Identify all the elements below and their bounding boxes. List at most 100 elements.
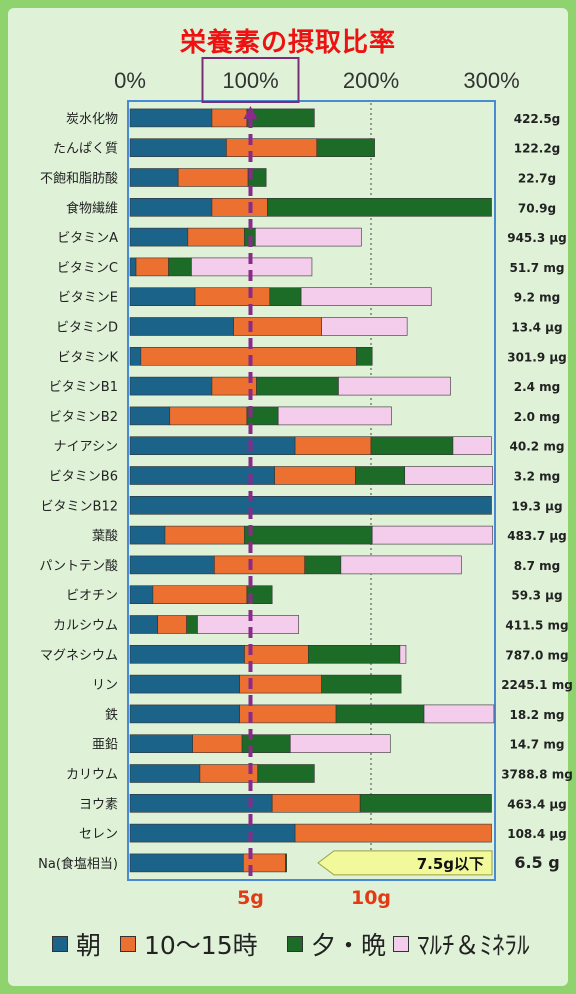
bar-segment (321, 674, 402, 694)
total-value-label: 2.0 mg (514, 410, 561, 424)
x-tick-label: 300% (463, 68, 519, 93)
total-value-label: 483.7 μg (507, 529, 567, 543)
bar-segment (338, 376, 451, 396)
bar-segment (129, 436, 296, 456)
plot-area (127, 100, 496, 881)
total-value-label: 70.9g (518, 201, 556, 215)
legend-label: 朝 (76, 931, 102, 960)
bar-segment (187, 227, 245, 247)
legend-swatch (120, 936, 136, 952)
bar-segment (246, 108, 315, 128)
bar-segment (257, 764, 315, 783)
bar-segment (335, 704, 425, 724)
bar-segment (308, 644, 401, 664)
bar-segment (168, 257, 192, 277)
bar-segment (214, 555, 306, 575)
category-label: ビタミンB12 (41, 499, 118, 514)
x-tick-label: 0% (114, 68, 146, 93)
category-label: ビタミンE (58, 291, 118, 306)
category-label: Na(食塩相当) (38, 856, 118, 872)
bar-segment (404, 466, 494, 485)
bar-segment (355, 466, 406, 485)
total-value-label: 2245.1 mg (501, 678, 573, 692)
bar-segment (356, 346, 373, 366)
bar-segment (129, 644, 245, 664)
total-value-label: 51.7 mg (510, 261, 565, 275)
category-label: ヨウ素 (79, 797, 118, 812)
bar-segment (399, 644, 407, 664)
category-label: ビタミンB6 (49, 470, 118, 485)
bar-segment (370, 436, 454, 456)
total-value-label: 9.2 mg (514, 291, 561, 305)
total-value-label: 945.3 μg (507, 231, 567, 245)
bar-segment (186, 615, 198, 634)
bar-segment (135, 257, 169, 277)
bar-segment (300, 287, 432, 307)
legend-label: 夕・晩 (311, 931, 387, 960)
bar-segment (255, 227, 362, 247)
secondary-axis-label: 10g (351, 887, 391, 909)
chart-title: 栄養素の摂取比率 (179, 28, 396, 58)
bar-segment (129, 138, 227, 157)
bar-segment (129, 525, 166, 545)
bar-segment (269, 287, 302, 307)
bar-segment (371, 525, 494, 545)
bar-segment (256, 376, 339, 396)
category-label: ビタミンC (57, 261, 118, 276)
total-value-label: 6.5 g (514, 853, 559, 872)
bar-segment (129, 406, 171, 426)
bar-segment (277, 406, 392, 426)
bar-segment (294, 436, 372, 456)
bar-segment (233, 317, 322, 336)
bar-segment (129, 555, 215, 575)
total-value-label: 463.4 μg (507, 797, 567, 811)
total-value-label: 18.2 mg (510, 708, 565, 722)
bar-segment (129, 108, 213, 128)
bar-segment (177, 168, 249, 187)
legend-item: 夕・晩 (287, 924, 386, 964)
bar-segment (129, 674, 240, 694)
bar-segment (211, 198, 268, 217)
bar-segment (129, 585, 154, 605)
bar-segment (129, 287, 196, 307)
category-label: カリウム (66, 768, 118, 783)
legend-swatch (52, 936, 68, 952)
category-label: カルシウム (53, 619, 118, 634)
category-label: 葉酸 (92, 529, 118, 544)
bar-segment (129, 615, 159, 634)
category-label: 食物繊維 (66, 200, 118, 216)
total-value-label: 13.4 μg (511, 321, 562, 335)
category-label: ビタミンB2 (49, 410, 118, 425)
category-label: たんぱく質 (53, 142, 118, 157)
category-label: ナイアシン (54, 440, 118, 455)
sodium-limit-arrow (317, 850, 493, 876)
bar-segment (285, 853, 287, 873)
bar-segment (294, 823, 492, 843)
total-value-label: 122.2g (514, 142, 561, 156)
bar-segment (152, 585, 248, 605)
x-tick-label: 200% (343, 68, 399, 93)
bar-segment (129, 317, 234, 336)
category-label: ビタミンK (57, 350, 118, 365)
bar-segment (129, 704, 240, 724)
bar-segment (129, 853, 244, 873)
bar-segment (169, 406, 248, 426)
category-label: ビタミンB1 (49, 380, 118, 395)
total-value-label: 422.5g (514, 112, 561, 126)
bar-segment (129, 764, 201, 783)
bar-segment (129, 376, 213, 396)
bar-segment (246, 585, 273, 605)
total-value-label: 787.0 mg (505, 648, 568, 662)
reference-label-box (201, 57, 300, 103)
sodium-limit-label: 7.5g以下 (417, 855, 484, 873)
total-value-label: 301.9 μg (507, 350, 567, 364)
total-value-label: 2.4 mg (514, 380, 561, 394)
legend: 朝 10～15時 夕・晩 ﾏﾙﾁ＆ﾐﾈﾗﾙ (0, 924, 576, 964)
legend-swatch (393, 936, 409, 952)
bar-segment (359, 793, 492, 813)
legend-item: ﾏﾙﾁ＆ﾐﾈﾗﾙ (393, 924, 530, 964)
reference-arrow-head (243, 106, 258, 119)
category-label: ビタミンA (57, 231, 118, 246)
legend-item: 朝 (52, 924, 101, 964)
